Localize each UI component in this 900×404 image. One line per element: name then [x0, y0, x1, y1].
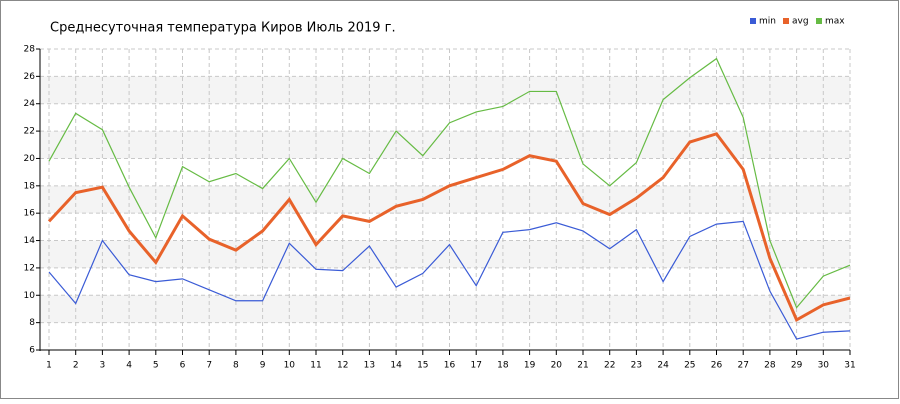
x-tick-label: 2	[73, 361, 79, 371]
x-tick-label: 21	[577, 361, 588, 371]
legend-swatch	[816, 18, 822, 24]
x-tick-label: 28	[764, 361, 776, 371]
x-tick-label: 11	[310, 361, 321, 371]
x-tick-label: 14	[390, 361, 402, 371]
x-tick-label: 4	[126, 361, 132, 371]
legend-swatch	[750, 18, 756, 24]
x-tick-label: 29	[791, 361, 803, 371]
y-tick-label: 6	[29, 346, 35, 356]
series-line	[48, 57, 851, 309]
grid-band	[40, 240, 850, 268]
y-tick-label: 20	[24, 154, 36, 164]
x-tick-label: 15	[417, 361, 428, 371]
x-tick-label: 22	[604, 361, 615, 371]
x-tick-label: 23	[631, 361, 642, 371]
series-line	[48, 220, 851, 340]
x-tick-label: 17	[470, 361, 481, 371]
x-tick-label: 8	[233, 361, 239, 371]
chart-title: Среднесуточная температура Киров Июль 20…	[50, 21, 396, 36]
legend-swatch	[783, 18, 789, 24]
y-tick-label: 26	[24, 72, 36, 82]
x-tick-label: 31	[844, 361, 855, 371]
x-tick-label: 27	[737, 361, 748, 371]
y-tick-label: 28	[24, 45, 36, 55]
x-tick-label: 26	[711, 361, 723, 371]
x-tick-label: 1	[46, 361, 52, 371]
y-tick-label: 16	[24, 209, 36, 219]
legend-label: avg	[792, 17, 809, 27]
x-tick-label: 18	[497, 361, 509, 371]
x-tick-label: 13	[364, 361, 375, 371]
y-tick-label: 14	[24, 236, 36, 246]
y-tick-label: 10	[24, 291, 36, 301]
series-line	[47, 132, 851, 323]
x-tick-label: 10	[284, 361, 296, 371]
grid-band	[40, 185, 850, 214]
grid-band	[40, 131, 850, 159]
x-tick-label: 30	[818, 361, 830, 371]
grid-band	[40, 295, 850, 323]
legend-label: max	[825, 17, 845, 27]
y-tick-label: 18	[24, 181, 36, 191]
x-tick-label: 6	[180, 361, 186, 371]
x-tick-label: 20	[551, 361, 563, 371]
x-tick-label: 9	[260, 361, 266, 371]
legend-label: min	[759, 17, 776, 27]
grid-band	[40, 76, 850, 104]
x-tick-label: 7	[206, 361, 212, 371]
y-tick-label: 22	[24, 127, 35, 137]
x-tick-label: 19	[524, 361, 536, 371]
x-tick-label: 16	[444, 361, 456, 371]
x-tick-label: 25	[684, 361, 695, 371]
x-tick-label: 12	[337, 361, 348, 371]
y-tick-label: 24	[24, 99, 36, 109]
x-tick-label: 3	[100, 361, 106, 371]
y-tick-label: 8	[29, 318, 35, 328]
x-tick-label: 24	[657, 361, 669, 371]
x-tick-label: 5	[153, 361, 159, 371]
y-tick-label: 12	[24, 263, 35, 273]
